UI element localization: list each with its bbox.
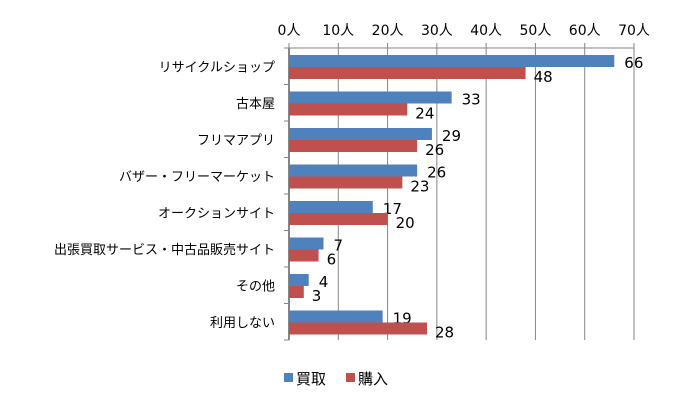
data-label: 28 [435, 324, 454, 342]
x-tick-label: 0人 [278, 23, 301, 39]
bar-kounyu [289, 67, 526, 79]
x-tick-label: 50人 [520, 23, 552, 39]
legend-label: 買取 [296, 370, 326, 388]
bar-kounyu [289, 249, 319, 262]
category-label: リサイクルショップ [159, 60, 275, 75]
legend-label: 購入 [358, 370, 388, 388]
bar-kaitori [289, 274, 309, 286]
bar-kounyu [289, 103, 408, 116]
category-label: フリマアプリ [197, 133, 275, 148]
bar-kounyu [289, 176, 403, 189]
data-label: 48 [534, 68, 553, 86]
data-label: 3 [312, 287, 322, 305]
data-label: 6 [327, 251, 337, 269]
bar-kounyu [289, 213, 388, 225]
x-tick-label: 30人 [421, 23, 453, 39]
category-label: その他 [236, 279, 275, 294]
bar-kaitori [289, 201, 373, 213]
data-label: 33 [462, 91, 481, 109]
x-tick-label: 20人 [372, 23, 404, 39]
x-tick-label: 60人 [569, 23, 601, 39]
category-label: 利用しない [210, 316, 275, 331]
bar-kaitori [289, 128, 432, 140]
bar-kounyu [289, 286, 304, 298]
bar-kaitori [289, 55, 615, 67]
bar-kaitori [289, 310, 383, 323]
x-tick-label: 40人 [470, 23, 502, 39]
category-label: オークションサイト [158, 206, 275, 221]
bar-kaitori [289, 237, 324, 250]
category-label: 古本屋 [236, 97, 275, 112]
data-label: 26 [425, 141, 444, 159]
data-label: 66 [624, 54, 643, 72]
category-label: バザー・フリーマーケット [119, 170, 275, 185]
bar-kaitori [289, 164, 418, 177]
legend-swatch [346, 373, 355, 382]
bar-kounyu [289, 140, 418, 152]
data-label: 26 [427, 164, 446, 182]
data-label: 7 [334, 237, 344, 255]
data-label: 24 [415, 105, 434, 123]
legend-swatch [284, 373, 293, 382]
x-tick-label: 10人 [322, 23, 354, 39]
data-label: 20 [396, 214, 415, 232]
bar-kaitori [289, 91, 452, 104]
x-tick-label: 70人 [618, 23, 650, 39]
category-label: 出張買取サービス・中古品販売サイト [54, 242, 275, 258]
data-label: 29 [442, 127, 461, 145]
data-label: 23 [410, 178, 429, 196]
data-label: 4 [319, 273, 329, 291]
bar-kounyu [289, 322, 427, 335]
